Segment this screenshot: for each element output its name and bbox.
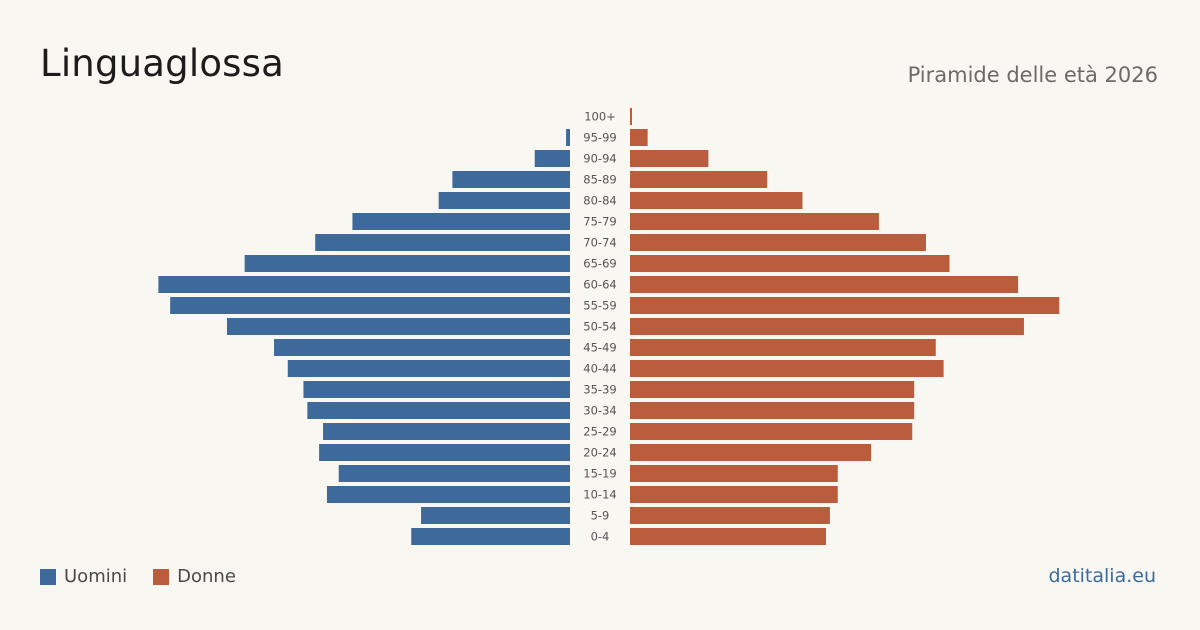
bar-men-75-79 <box>352 213 570 230</box>
bar-men-65-69 <box>244 255 570 272</box>
age-group-label: 95-99 <box>583 131 616 145</box>
age-group-label: 10-14 <box>583 488 616 502</box>
age-group-label: 50-54 <box>583 320 616 334</box>
legend: Uomini Donne <box>40 566 236 587</box>
bar-men-0-4 <box>411 528 570 545</box>
bar-men-85-89 <box>452 171 570 188</box>
age-group-label: 0-4 <box>591 530 610 544</box>
age-group-label: 100+ <box>584 110 616 124</box>
bar-women-65-69 <box>630 255 950 272</box>
bar-women-90-94 <box>630 150 709 167</box>
age-group-label: 45-49 <box>583 341 616 355</box>
bar-men-55-59 <box>170 297 570 314</box>
bar-women-10-14 <box>630 486 838 503</box>
age-group-label: 90-94 <box>583 152 616 166</box>
bar-women-55-59 <box>630 297 1060 314</box>
bar-women-5-9 <box>630 507 830 524</box>
age-group-label: 35-39 <box>583 383 616 397</box>
legend-label-women: Donne <box>177 566 236 587</box>
age-group-label: 70-74 <box>583 236 616 250</box>
legend-item-men: Uomini <box>40 566 127 587</box>
age-group-label: 55-59 <box>583 299 616 313</box>
bar-women-70-74 <box>630 234 926 251</box>
bar-women-0-4 <box>630 528 826 545</box>
bar-women-45-49 <box>630 339 936 356</box>
bar-men-15-19 <box>338 465 570 482</box>
bar-men-20-24 <box>319 444 570 461</box>
age-group-label: 20-24 <box>583 446 616 460</box>
bar-men-95-99 <box>566 129 570 146</box>
bar-women-80-84 <box>630 192 803 209</box>
bar-men-25-29 <box>323 423 570 440</box>
bar-men-70-74 <box>315 234 570 251</box>
bar-men-90-94 <box>534 150 570 167</box>
age-group-label: 85-89 <box>583 173 616 187</box>
bar-women-25-29 <box>630 423 913 440</box>
age-group-label: 25-29 <box>583 425 616 439</box>
bar-women-75-79 <box>630 213 879 230</box>
age-group-label: 15-19 <box>583 467 616 481</box>
bar-men-30-34 <box>307 402 570 419</box>
age-group-label: 80-84 <box>583 194 616 208</box>
bar-men-45-49 <box>274 339 570 356</box>
bar-women-60-64 <box>630 276 1019 293</box>
age-group-label: 75-79 <box>583 215 616 229</box>
bar-women-40-44 <box>630 360 944 377</box>
bar-men-35-39 <box>303 381 570 398</box>
bar-women-95-99 <box>630 129 648 146</box>
bar-men-40-44 <box>287 360 570 377</box>
bar-women-20-24 <box>630 444 872 461</box>
age-group-label: 60-64 <box>583 278 616 292</box>
bar-women-100+ <box>630 108 632 125</box>
bar-men-60-64 <box>158 276 570 293</box>
age-group-label: 40-44 <box>583 362 616 376</box>
bar-men-5-9 <box>421 507 570 524</box>
chart-subtitle: Piramide delle età 2026 <box>907 63 1158 87</box>
page-title: Linguaglossa <box>40 42 284 85</box>
age-group-label: 30-34 <box>583 404 616 418</box>
legend-item-women: Donne <box>153 566 236 587</box>
legend-swatch-women <box>153 568 170 585</box>
bar-women-15-19 <box>630 465 838 482</box>
age-group-label: 5-9 <box>591 509 610 523</box>
source-link[interactable]: datitalia.eu <box>1048 565 1157 587</box>
bar-women-30-34 <box>630 402 915 419</box>
bar-men-10-14 <box>326 486 570 503</box>
legend-label-men: Uomini <box>64 566 128 587</box>
bar-men-50-54 <box>227 318 570 335</box>
bar-women-35-39 <box>630 381 915 398</box>
legend-swatch-men <box>40 568 56 585</box>
age-group-label: 65-69 <box>583 257 616 271</box>
bar-women-50-54 <box>630 318 1024 335</box>
bar-men-80-84 <box>438 192 570 209</box>
bar-women-85-89 <box>630 171 768 188</box>
